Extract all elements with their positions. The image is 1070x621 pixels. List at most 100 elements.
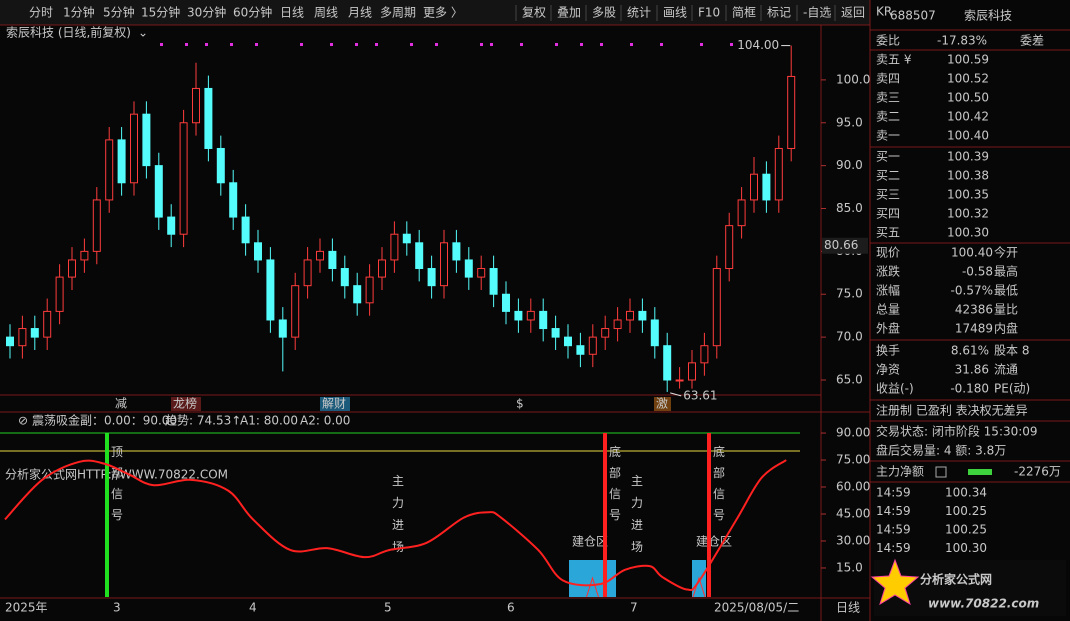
- time-label: 4: [249, 601, 257, 615]
- tool-button[interactable]: 多股: [592, 6, 616, 20]
- period-tab[interactable]: 30分钟: [187, 5, 226, 20]
- period-tab[interactable]: 日线: [280, 6, 304, 20]
- candle-body: [452, 242, 461, 261]
- period-tab[interactable]: 1分钟: [63, 5, 95, 20]
- stat-label: 今开: [994, 245, 1018, 260]
- stat-label: 涨跌: [876, 264, 900, 279]
- tool-button[interactable]: 统计: [627, 6, 651, 20]
- toolbar: [0, 0, 870, 25]
- candle-body: [204, 87, 213, 149]
- event-label[interactable]: $: [516, 397, 524, 411]
- ask-price: 100.59: [947, 53, 989, 67]
- stat-value: 100.40: [951, 246, 993, 260]
- y-tick-label: 75.00: [836, 453, 870, 467]
- after-hours: 盘后交易量: 4 额: 3.8万: [876, 443, 1006, 458]
- y-tick-label: 85.0: [836, 201, 863, 215]
- stock-code: 688507: [890, 9, 936, 23]
- candle-body: [588, 336, 597, 355]
- candle-body: [700, 345, 709, 364]
- candle-body: [92, 199, 101, 252]
- tool-button[interactable]: -自选: [803, 6, 831, 20]
- ask-label: 卖五 ¥: [876, 53, 912, 67]
- candle-body: [688, 362, 696, 381]
- price-tag: [822, 237, 868, 254]
- tick-time: 14:59: [876, 523, 911, 537]
- period-tab[interactable]: 多周期: [380, 6, 416, 20]
- fund-label: 收益(-): [876, 382, 914, 396]
- signal-label: 底部信号: [713, 444, 725, 522]
- ask-label: 卖一: [876, 129, 900, 143]
- indicator-header: 趋势: 74.53↑: [165, 414, 241, 428]
- tool-button[interactable]: 返回: [841, 6, 865, 20]
- ask-label: 卖四: [876, 72, 900, 86]
- tool-button[interactable]: 标记: [767, 6, 791, 20]
- logo-title: 分析家公式网: [920, 572, 992, 587]
- tool-button[interactable]: 叠加: [557, 6, 581, 20]
- candle-body: [564, 336, 572, 347]
- candle-body: [502, 293, 510, 312]
- tool-button[interactable]: 简框: [732, 6, 756, 20]
- period-tab[interactable]: 5分钟: [103, 5, 135, 20]
- tool-button[interactable]: 复权: [522, 6, 546, 20]
- candle-body: [415, 242, 424, 270]
- period-tab[interactable]: 15分钟: [141, 5, 180, 20]
- event-label[interactable]: 激: [656, 397, 668, 411]
- y-tick-label: 90.0: [836, 158, 863, 172]
- candle-body: [291, 285, 300, 338]
- stat-label: 现价: [876, 246, 900, 260]
- ask-price: 100.50: [947, 91, 989, 105]
- bid-label: 买二: [876, 169, 900, 183]
- indicator-icon: ⊘: [18, 414, 28, 428]
- marker-dot: [355, 43, 358, 46]
- menu-icon[interactable]: ⌄: [138, 26, 148, 40]
- marker-dot: [520, 43, 523, 46]
- period-tab[interactable]: 周线: [314, 6, 338, 20]
- fund-value: 8.61%: [951, 344, 989, 358]
- event-label[interactable]: 解财: [322, 397, 346, 411]
- ask-price: 100.52: [947, 72, 989, 86]
- signal-label: 底部信号: [609, 444, 621, 522]
- low-label: 63.61: [683, 388, 717, 402]
- candle-body: [43, 310, 52, 338]
- candle-body: [477, 268, 486, 278]
- marker-dot: [410, 43, 413, 46]
- candle-body: [378, 259, 386, 278]
- time-label: 2025/08/05/二: [714, 601, 799, 615]
- indicator-header: 震荡吸金副：0.00：90.00: [32, 413, 177, 428]
- y-tick-label: 95.0: [836, 115, 863, 129]
- bid-label: 买四: [876, 207, 900, 221]
- y-tick-label: 15.0: [836, 560, 863, 574]
- event-label[interactable]: 减: [115, 397, 127, 411]
- code-prefix: KR: [876, 5, 892, 19]
- stat-value: -0.57%: [951, 284, 993, 298]
- marker-dot: [375, 43, 378, 46]
- tool-button[interactable]: F10: [698, 6, 720, 20]
- time-label: 日线: [836, 601, 860, 615]
- candle-body: [328, 250, 337, 270]
- ask-label: 卖二: [876, 110, 900, 124]
- indicator-header: A1: 80.00: [240, 414, 298, 428]
- candle-body: [266, 259, 275, 321]
- period-tab[interactable]: 分时: [29, 6, 53, 20]
- period-tab[interactable]: 60分钟: [233, 5, 272, 20]
- event-label[interactable]: 龙榜: [173, 396, 197, 411]
- y-tick-label: 30.00: [836, 533, 870, 547]
- tick-price: 100.34: [945, 486, 987, 500]
- bid-price: 100.39: [947, 150, 989, 164]
- logo-star: [870, 558, 920, 606]
- y-tick-label: 60.00: [836, 480, 870, 494]
- entry-label: 主力进场: [392, 474, 404, 554]
- high-label: 104.00: [737, 38, 779, 52]
- price-tag-label: 80.66: [824, 238, 858, 252]
- candle-body: [167, 216, 176, 235]
- y-tick-label: 65.0: [836, 372, 863, 386]
- row-label: 委比: [876, 34, 900, 48]
- period-tab[interactable]: 更多 〉: [423, 6, 463, 20]
- tool-button[interactable]: 画线: [663, 6, 687, 20]
- candle-body: [353, 285, 362, 304]
- stat-label: 外盘: [876, 321, 900, 336]
- period-tab[interactable]: 月线: [348, 6, 372, 20]
- marker-dot: [300, 43, 303, 46]
- marker-dot: [630, 43, 633, 46]
